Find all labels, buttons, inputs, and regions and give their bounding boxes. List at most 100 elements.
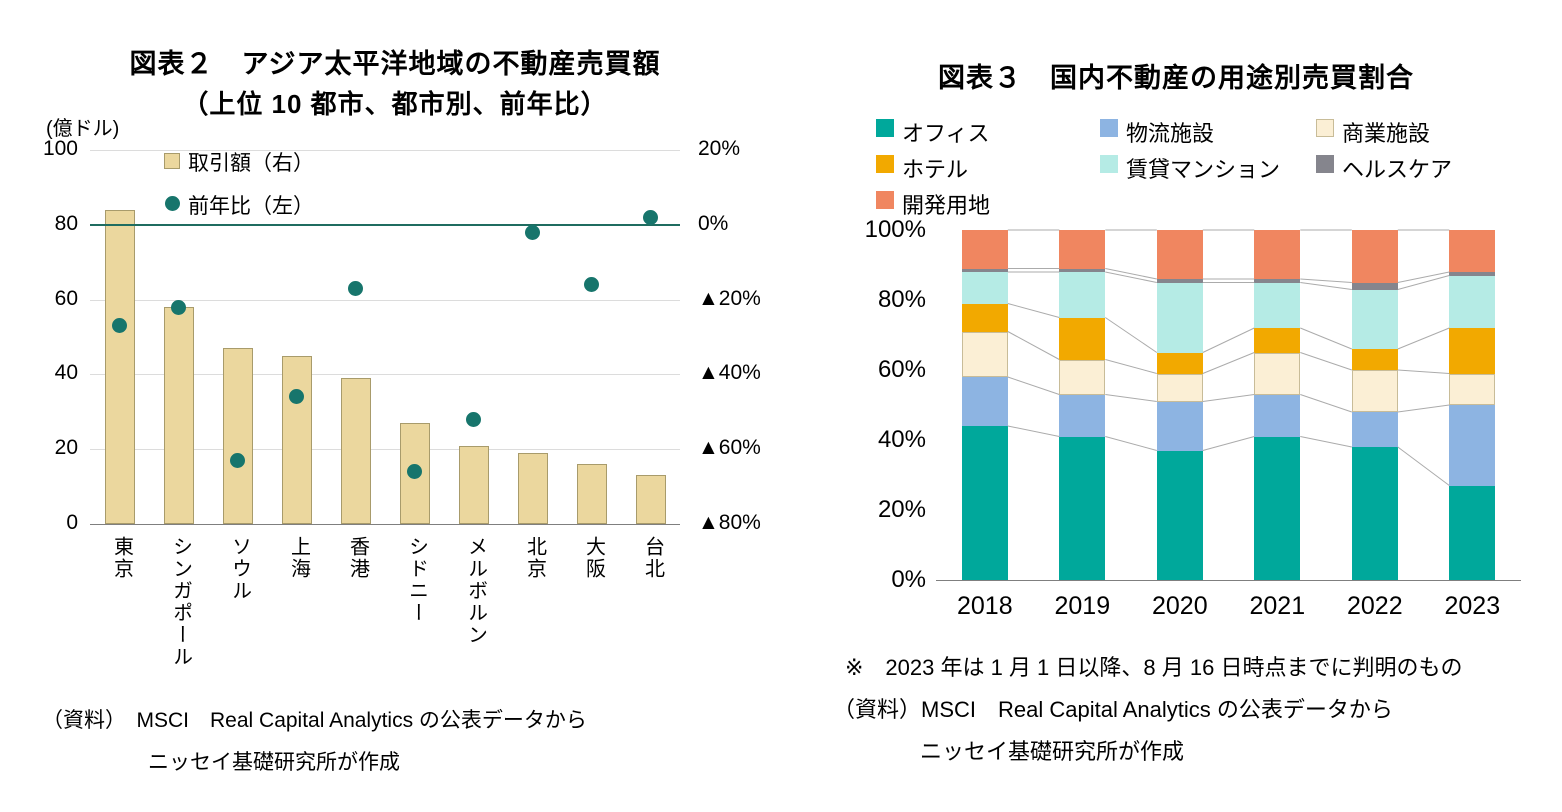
- stack-segment: [1156, 279, 1203, 283]
- right-axis-tick-label: ▲80%: [698, 511, 761, 534]
- figure2-subtitle: （上位 10 都市、都市別、前年比）: [182, 89, 608, 119]
- stack-segment: [1059, 359, 1106, 395]
- stack-segment: [1254, 352, 1301, 395]
- stack-segment: [1254, 230, 1301, 279]
- legend-label: 前年比（左）: [188, 195, 314, 218]
- x-category-label: シンガポール: [169, 536, 192, 668]
- left-axis-tick-label: 20: [54, 436, 78, 460]
- transaction-amount-bar: [222, 348, 253, 524]
- figure3-footnote: ※ 2023 年は 1 月 1 日以降、8 月 16 日時点までに判明のもの: [845, 655, 1463, 680]
- x-category-label: 2020: [1151, 592, 1208, 620]
- stack-segment: [1351, 349, 1398, 370]
- stack-segment: [1449, 328, 1496, 374]
- legend-swatch: [1316, 155, 1334, 173]
- y-axis-tick-label: 20%: [877, 496, 926, 523]
- legend-label: 開発用地: [902, 193, 991, 218]
- x-axis-line: [936, 580, 1521, 581]
- figure2-left-axis-unit-label: (億ドル): [46, 118, 120, 140]
- y-axis-tick-label: 0%: [891, 566, 926, 593]
- figure2-source-line1: （資料） MSCI Real Capital Analytics の公表データか…: [42, 709, 587, 732]
- stack-segment: [961, 303, 1008, 332]
- transaction-amount-bar: [458, 445, 489, 524]
- stack-segment: [1351, 230, 1398, 283]
- gridline: [90, 374, 680, 376]
- stack-segment: [1449, 405, 1496, 486]
- transaction-amount-bar: [576, 464, 607, 524]
- stack-segment: [1254, 328, 1301, 353]
- left-axis-tick-label: 100: [42, 137, 78, 160]
- stack-segment: [1351, 289, 1398, 349]
- figure2-apac-transactions-chart: 図表２ アジア太平洋地域の不動産売買額 （上位 10 都市、都市別、前年比） (…: [42, 49, 761, 774]
- transaction-amount-bar: [340, 378, 371, 524]
- stack-segment: [1351, 412, 1398, 447]
- legend-label: オフィス: [902, 121, 990, 146]
- yoy-dot: [112, 318, 127, 334]
- stack-segment: [1059, 268, 1106, 272]
- x-category-label: 2021: [1249, 592, 1306, 620]
- right-axis-tick-label: 0%: [698, 211, 729, 235]
- legend-label: ホテル: [902, 157, 969, 182]
- yoy-dot: [407, 464, 422, 480]
- stack-segment: [1351, 370, 1398, 412]
- stack-segment: [1156, 282, 1203, 353]
- right-axis-tick-label: ▲20%: [698, 286, 761, 310]
- right-axis-tick-label: ▲40%: [698, 361, 761, 385]
- stack-segment: [961, 272, 1008, 304]
- yoy-dot: [525, 224, 540, 240]
- stack-segment: [961, 230, 1008, 269]
- legend-label: ヘルスケア: [1342, 157, 1453, 182]
- legend-swatch: [1100, 119, 1118, 137]
- stack-segment: [961, 331, 1008, 377]
- stack-segment: [1156, 352, 1203, 374]
- transaction-amount-bar: [163, 307, 194, 524]
- legend-swatch: [876, 155, 894, 173]
- stack-segment: [1449, 485, 1496, 580]
- yoy-dot: [230, 452, 245, 468]
- legend-dot-swatch: [165, 196, 180, 211]
- legend-label: 商業施設: [1342, 121, 1431, 146]
- stack-segment: [1449, 275, 1496, 328]
- x-category-label: 北京: [523, 536, 546, 580]
- stack-segment: [1254, 436, 1301, 580]
- gridline: [90, 299, 680, 301]
- x-category-label: 2022: [1346, 592, 1403, 620]
- stack-segment: [1059, 272, 1106, 318]
- x-category-label: 大阪: [582, 536, 605, 580]
- legend-label: 賃貸マンション: [1126, 157, 1281, 182]
- stack-segment: [1156, 401, 1203, 451]
- yoy-dot: [171, 299, 186, 315]
- yoy-dot: [584, 277, 599, 293]
- x-category-label: 東京: [110, 536, 133, 580]
- stack-segment: [1059, 436, 1106, 580]
- legend-swatch: [876, 119, 894, 137]
- x-category-label: 2019: [1054, 592, 1111, 620]
- x-category-label: メルボルン: [464, 536, 487, 646]
- stack-segment: [1156, 450, 1203, 580]
- legend-swatch: [1100, 155, 1118, 173]
- stack-segment: [1449, 230, 1496, 272]
- right-axis-tick-label: ▲60%: [698, 436, 761, 460]
- x-category-label: シドニー: [405, 536, 428, 624]
- yoy-dot: [466, 411, 481, 427]
- figure3-source-line2: ニッセイ基礎研究所が作成: [920, 739, 1185, 764]
- right-axis-tick-label: 20%: [698, 137, 741, 160]
- stack-segment: [1449, 272, 1496, 276]
- x-category-label: ソウル: [228, 536, 251, 602]
- transaction-amount-bar: [104, 209, 135, 524]
- transaction-amount-bar: [281, 355, 312, 524]
- stack-segment: [1254, 282, 1301, 328]
- left-axis-tick-label: 0: [66, 511, 78, 534]
- stack-segment: [1059, 394, 1106, 437]
- left-axis-tick-label: 40: [54, 361, 78, 385]
- stack-segment: [1449, 373, 1496, 405]
- zero-percent-line: [90, 223, 680, 226]
- legend-label: 取引額（右）: [188, 152, 314, 175]
- stack-segment: [1351, 282, 1398, 290]
- stack-segment: [1059, 317, 1106, 360]
- transaction-amount-bar: [517, 452, 548, 524]
- figure3-source-line1: （資料）MSCI Real Capital Analytics の公表データから: [833, 697, 1393, 722]
- stack-segment: [961, 426, 1008, 580]
- yoy-dot: [289, 389, 304, 405]
- transaction-amount-bar: [635, 475, 666, 524]
